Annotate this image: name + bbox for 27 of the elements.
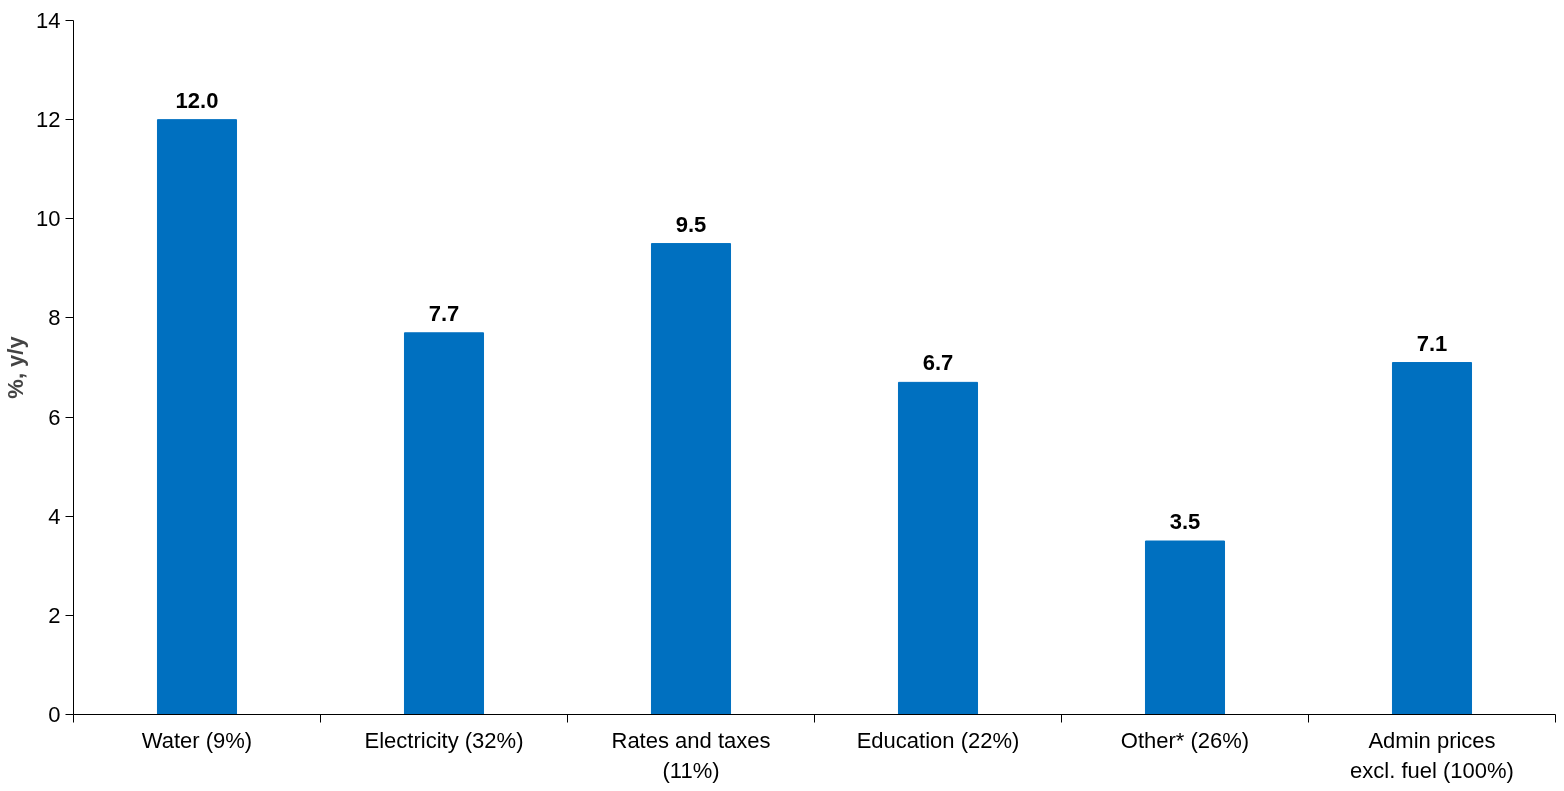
bar xyxy=(897,381,979,715)
x-tick-label: Education (22%) xyxy=(856,727,1020,753)
y-tick-label: 6 xyxy=(48,404,61,430)
data-label: 3.5 xyxy=(1169,509,1201,534)
x-tick-label: Other* (26%) xyxy=(1120,727,1250,753)
data-label: 9.5 xyxy=(675,211,707,237)
y-tick-label: 4 xyxy=(48,503,61,529)
y-axis-title: %, y/y xyxy=(3,335,29,399)
y-tick-label: 8 xyxy=(48,305,61,331)
y-tick-label: 10 xyxy=(36,206,61,232)
data-label: 12.0 xyxy=(175,87,219,113)
y-tick-label: 2 xyxy=(48,602,61,628)
y-tick-label: 14 xyxy=(36,8,61,33)
bar xyxy=(156,119,238,715)
bar xyxy=(1144,540,1226,715)
x-tick-label: Admin prices excl. fuel (100%) xyxy=(1350,727,1514,783)
data-label: 7.7 xyxy=(428,300,460,326)
data-label: 7.1 xyxy=(1416,330,1448,356)
x-tick-label: Water (9%) xyxy=(141,727,253,753)
y-tick-label: 0 xyxy=(48,702,61,727)
data-label: 6.7 xyxy=(922,350,954,376)
bar xyxy=(403,332,485,715)
x-tick-label: Rates and taxes (11%) xyxy=(611,727,771,783)
bar xyxy=(650,243,732,715)
y-tick-label: 12 xyxy=(36,107,61,133)
x-tick-label: Electricity (32%) xyxy=(364,727,524,753)
bar xyxy=(1391,362,1473,715)
